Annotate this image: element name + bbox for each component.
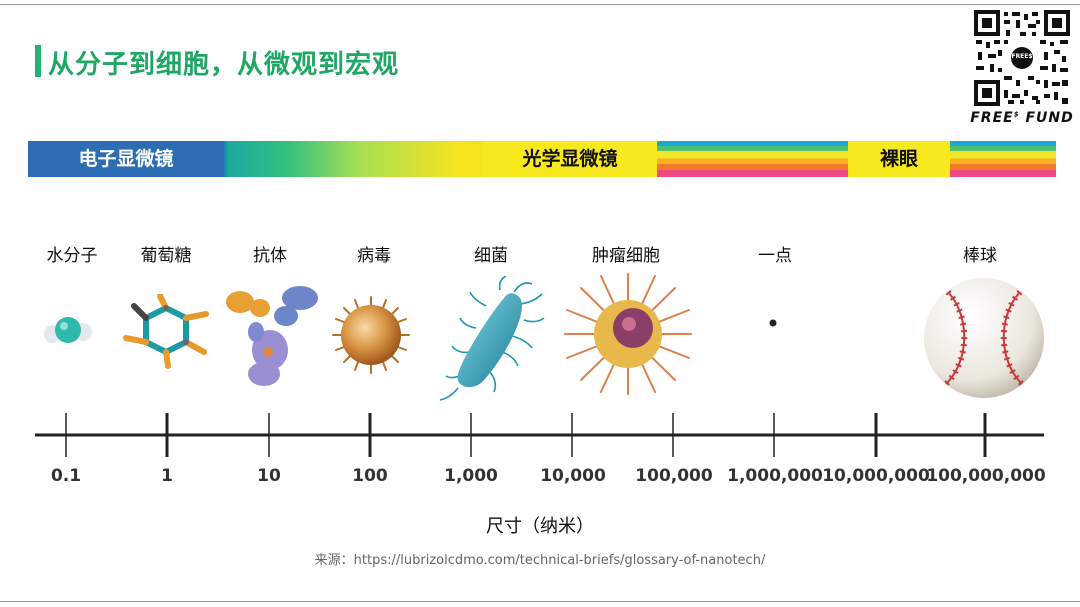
page-title: 从分子到细胞，从微观到宏观 (48, 50, 400, 80)
top-border (0, 4, 1080, 5)
brand-sup: $ (1013, 110, 1020, 119)
tick-label: 10 (257, 466, 281, 486)
tumor-cell-icon (564, 273, 692, 395)
water-molecule-icon (44, 317, 92, 343)
tick-label: 0.1 (50, 466, 82, 486)
band-label-electron-microscope: 电子显微镜 (28, 141, 224, 177)
item-label-bacterium: 细菌 (474, 246, 508, 266)
qr-code-icon (974, 10, 1070, 106)
bottom-border (0, 601, 1080, 602)
tick-label: 100,000,000 (926, 466, 1046, 486)
brand-logo: FREE$ FUND (968, 110, 1076, 126)
tick-label: 1,000,000 (727, 466, 823, 486)
item-label-baseball: 棒球 (963, 246, 997, 266)
tick-label: 100 (352, 466, 388, 486)
title-accent-bar (35, 45, 41, 77)
item-label-antibody: 抗体 (253, 246, 287, 266)
detection-range-band: 电子显微镜 光学显微镜 裸眼 (28, 141, 1056, 177)
source-citation: 来源：https://lubrizolcdmo.com/technical-br… (314, 553, 766, 568)
axis-title: 尺寸（纳米） (486, 516, 594, 537)
tick-label: 1 (161, 466, 173, 486)
item-label-tumor-cell: 肿瘤细胞 (592, 246, 660, 266)
tick-label: 1,000 (444, 466, 498, 486)
item-label-glucose: 葡萄糖 (140, 246, 192, 266)
brand-suffix: FUND (1019, 110, 1074, 126)
item-label-dot: 一点 (758, 246, 792, 266)
tick-label: 10,000 (540, 466, 606, 486)
item-label-virus: 病毒 (357, 246, 391, 266)
tick-label: 100,000 (635, 466, 713, 486)
tick-label: 10,000,000 (822, 466, 930, 486)
antibody-icon (226, 286, 318, 386)
brand-name: FREE (970, 110, 1014, 126)
baseball-icon (924, 278, 1044, 398)
size-axis (35, 413, 1044, 457)
band-label-optical-microscope: 光学显微镜 (483, 141, 657, 177)
bacterium-icon (439, 276, 545, 401)
item-label-water-molecule: 水分子 (46, 246, 98, 266)
dot-icon (769, 319, 777, 327)
band-label-naked-eye: 裸眼 (848, 141, 950, 177)
virus-icon (332, 296, 410, 374)
glucose-molecule-icon (123, 294, 209, 369)
qr-center-label: FREE$ (1011, 53, 1033, 60)
